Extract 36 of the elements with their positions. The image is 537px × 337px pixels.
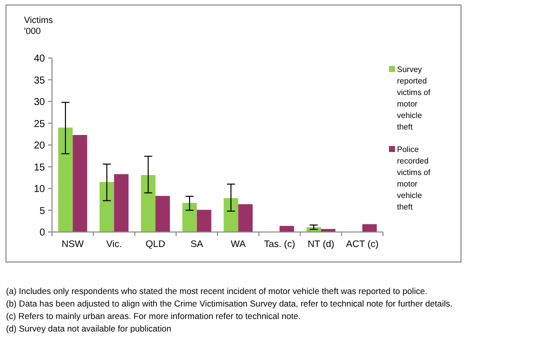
y-axis-title: Victims '000 — [24, 15, 54, 36]
y-tick-label: 10 — [34, 184, 46, 195]
y-tick-label: 15 — [34, 162, 46, 174]
y-tick-label: 25 — [34, 118, 46, 130]
bar — [155, 196, 170, 232]
bar — [196, 210, 212, 232]
bar — [182, 202, 197, 232]
bar — [114, 174, 129, 232]
bar — [58, 128, 73, 232]
x-tick-label: WA — [230, 239, 246, 250]
y-tick-label: 20 — [34, 140, 46, 152]
x-tick-label: QLD — [146, 239, 166, 250]
bar — [362, 224, 377, 232]
bar — [280, 226, 294, 232]
x-tick-label: ACT (c) — [346, 239, 379, 250]
y-tick-label: 40 — [34, 54, 46, 64]
y-tick-label: 5 — [39, 206, 46, 217]
y-tick-label: 0 — [39, 228, 46, 238]
text: (c) Refers to mainly urban areas. For more information refer to technical note. — [6, 311, 301, 321]
bar — [140, 175, 156, 232]
x-tick-label: Tas. (c) — [264, 239, 296, 250]
x-tick-label: Vic. — [106, 239, 122, 250]
bar — [224, 198, 238, 232]
y-tick-label: 30 — [34, 97, 46, 108]
x-tick-label: SA — [190, 239, 204, 250]
x-tick-label: NSW — [62, 239, 84, 250]
y-tick-label: 35 — [34, 75, 46, 86]
bar — [238, 204, 253, 232]
legend-label: Survey reported victims of motor vehicle theft — [397, 65, 432, 132]
bar — [72, 134, 88, 232]
bar — [100, 182, 114, 232]
x-tick-label: NT (d) — [308, 239, 334, 250]
text: (a) Includes only respondents who stated the most recent incident of motor vehicle theft was reported to police. — [6, 286, 428, 296]
legend-label: Police recorded victims of motor vehicle theft — [397, 145, 432, 212]
text: (b) Data has been adjusted to align with the Crime Victimisation Survey data, refer to technical note for further details. — [6, 298, 452, 308]
text: (d) Survey data not available for publication — [6, 324, 172, 334]
